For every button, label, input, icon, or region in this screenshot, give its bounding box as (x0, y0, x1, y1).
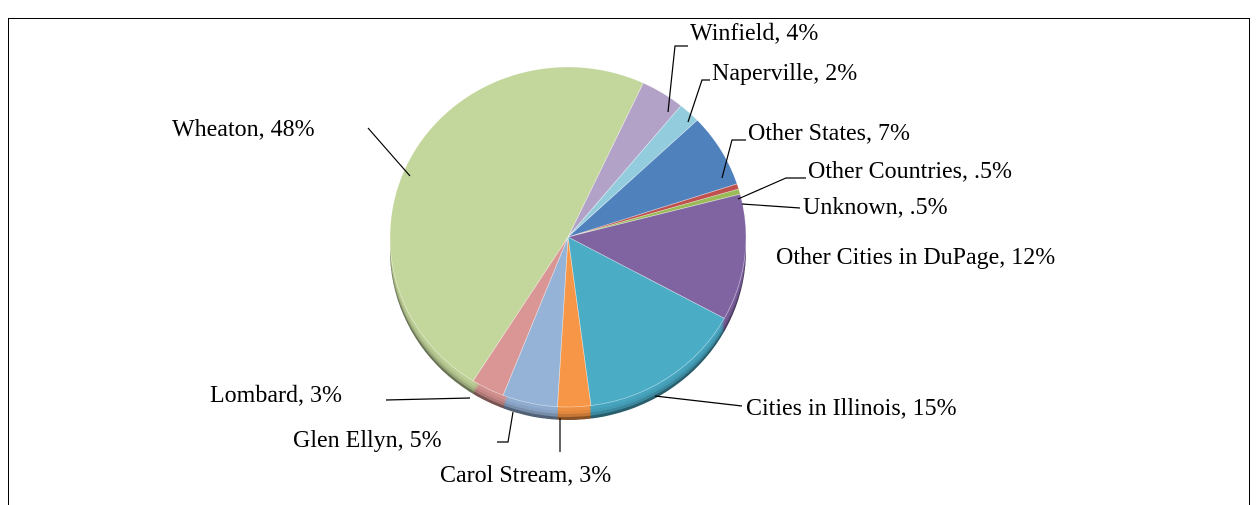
data-label: Glen Ellyn, 5% (293, 427, 442, 453)
leader-line (667, 45, 688, 113)
data-label: Lombard, 3% (210, 382, 342, 408)
leader-line (367, 127, 411, 177)
data-label: Cities in Illinois, 15% (746, 395, 957, 421)
leader-line (385, 397, 471, 401)
slice (567, 236, 725, 406)
data-label: Carol Stream, 3% (440, 462, 611, 488)
data-label: Winfield, 4% (690, 20, 818, 46)
data-label: Naperville, 2% (712, 60, 857, 86)
data-label: Other Countries, .5% (808, 158, 1012, 184)
leader-line (721, 139, 746, 179)
data-label: Unknown, .5% (803, 194, 948, 220)
leader-line (654, 395, 743, 407)
data-label: Other States, 7% (748, 120, 910, 146)
slice (567, 193, 747, 319)
data-label: Wheaton, 48% (172, 116, 315, 142)
pie (389, 66, 747, 408)
leader-line (497, 411, 514, 443)
leader-line (741, 203, 801, 209)
chart-frame (8, 18, 1250, 505)
leader-line (687, 79, 710, 123)
labels: Winfield, 4% Naperville, 2% Other States, … (172, 20, 1055, 488)
leader-line (737, 177, 806, 200)
slice (389, 66, 644, 382)
data-label: Other Cities in DuPage, 12% (776, 244, 1055, 270)
